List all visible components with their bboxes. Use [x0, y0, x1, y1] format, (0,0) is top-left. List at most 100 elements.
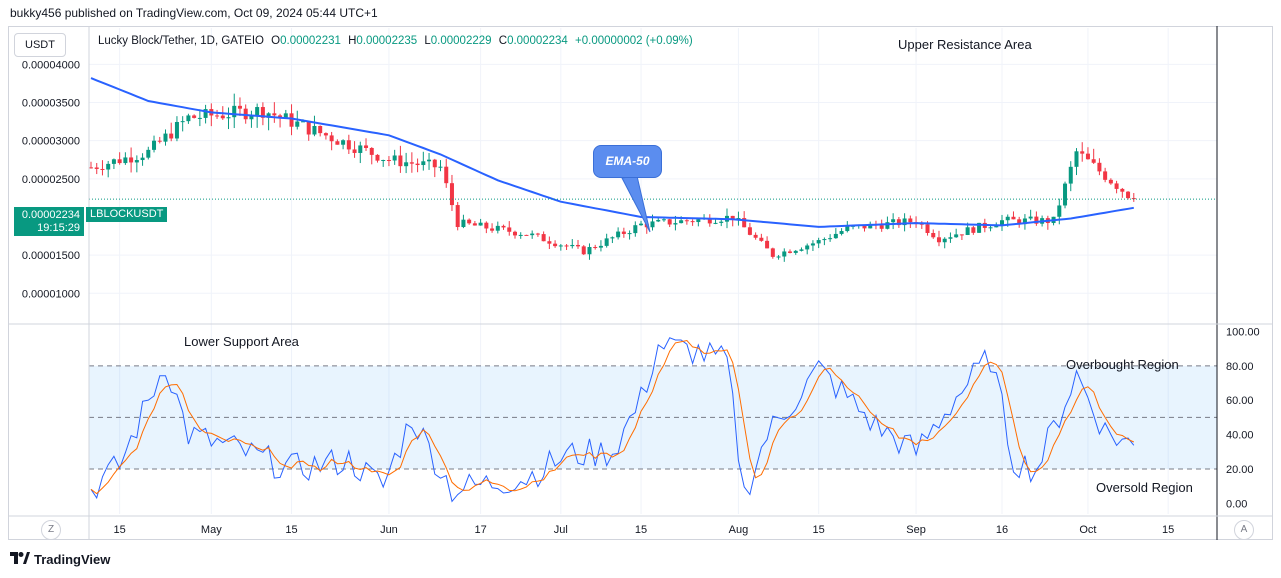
candle-body	[1085, 153, 1090, 160]
candle-body	[862, 224, 867, 229]
time-tick-label: 15	[635, 524, 647, 536]
candle-body	[1080, 151, 1085, 154]
candle-body	[1022, 218, 1027, 225]
candle-body	[203, 109, 208, 118]
candle-body	[879, 225, 884, 229]
time-tick-label: Oct	[1079, 524, 1096, 536]
candle-body	[570, 244, 575, 247]
candle-body	[1017, 219, 1022, 225]
candle-body	[375, 154, 380, 161]
rsi-tick-label: 0.00	[1226, 498, 1247, 510]
candle-body	[409, 162, 414, 164]
candle-body	[896, 219, 901, 226]
timezone-button[interactable]: Z	[41, 520, 61, 540]
candle-body	[111, 159, 116, 164]
legend-open-label: O	[271, 35, 281, 47]
candle-body	[1057, 205, 1062, 217]
candle-body	[518, 234, 523, 236]
time-axis[interactable]: 15 May 15 Jun 17 Jul 15 Aug 15 Sep 16 Oct 15	[114, 524, 1175, 536]
candle-body	[977, 222, 982, 233]
lower-support-label: Lower Support Area	[184, 334, 299, 349]
candle-body	[249, 115, 254, 120]
candle-body	[358, 145, 363, 153]
candle-body	[541, 234, 546, 242]
candle-body	[839, 231, 844, 234]
currency-button[interactable]: USDT	[14, 33, 66, 57]
candle-body	[994, 225, 999, 228]
oversold-label: Oversold Region	[1096, 480, 1193, 495]
candle-body	[232, 105, 237, 118]
candle-body	[753, 234, 758, 238]
candle-body	[300, 121, 306, 123]
candle-body	[627, 233, 632, 235]
candle-body	[146, 149, 151, 158]
candle-body	[845, 226, 850, 232]
candle-body	[931, 232, 936, 238]
candle-body	[759, 237, 764, 241]
time-tick-label: Aug	[729, 524, 749, 536]
candle-body	[295, 121, 300, 127]
candle-body	[679, 220, 684, 224]
price-axis[interactable]: 0.00004000 0.00003500 0.00003000 0.00002500…	[22, 59, 80, 300]
candle-body	[512, 231, 517, 236]
candle-body	[472, 223, 477, 226]
candle-body	[564, 245, 569, 247]
tradingview-brand: TradingView	[34, 552, 111, 567]
candle-body	[833, 233, 838, 239]
candle-body	[1131, 198, 1136, 200]
rsi-tick-label: 100.00	[1226, 326, 1260, 338]
candle-body	[656, 219, 661, 222]
candle-body	[604, 238, 609, 246]
ema50-line	[90, 77, 1134, 228]
candle-body	[690, 221, 695, 223]
candle-body	[828, 238, 833, 240]
last-price-tag: 0.00002234 19:15:29	[14, 207, 84, 236]
legend-low-value: 0.00002229	[430, 35, 492, 47]
candle-body	[329, 135, 334, 142]
candle-body	[192, 115, 197, 118]
tradingview-footer[interactable]: TradingView	[10, 552, 110, 567]
candle-body	[467, 219, 472, 224]
time-tick-label: Jul	[554, 524, 568, 536]
time-tick-label: 15	[1162, 524, 1174, 536]
candle-body	[621, 231, 626, 234]
candle-body	[891, 219, 896, 223]
legend-close-value: 0.00002234	[507, 35, 568, 47]
candle-body	[942, 238, 947, 243]
rsi-ma-line	[90, 339, 1135, 495]
candle-body	[237, 105, 242, 109]
rsi-axis[interactable]: 100.00 80.00 60.00 40.00 20.00 0.00	[1226, 326, 1260, 510]
candle-body	[696, 219, 701, 223]
candle-body	[799, 249, 804, 251]
legend-symbol[interactable]: Lucky Block/Tether, 1D, GATEIO	[98, 35, 264, 47]
candle-body	[742, 218, 747, 228]
candle-body	[639, 223, 644, 226]
candle-body	[1011, 216, 1016, 220]
candle-body	[587, 247, 592, 255]
candle-body	[180, 121, 185, 123]
candle-body	[157, 140, 162, 142]
rsi-tick-label: 80.00	[1226, 361, 1254, 373]
last-price-value: 0.00002234	[21, 209, 80, 221]
candle-body	[1126, 191, 1131, 199]
time-tick-label: 15	[285, 524, 297, 536]
auto-scale-button[interactable]: A	[1234, 520, 1254, 540]
candle-body	[1068, 166, 1073, 184]
price-tick-label: 0.00003000	[22, 136, 80, 148]
price-tick-label: 0.00001000	[22, 288, 80, 300]
time-tick-label: Sep	[906, 524, 926, 536]
candle-body	[805, 245, 810, 250]
candle-body	[432, 159, 437, 168]
candle-body	[616, 231, 621, 238]
candle-body	[919, 223, 924, 225]
candle-body	[364, 145, 369, 148]
ema-callout: EMA-50	[593, 145, 662, 178]
candle-body	[673, 223, 678, 225]
candle-body	[100, 168, 105, 170]
ticker-tag: LBLOCKUSDT	[86, 207, 168, 222]
candle-body	[1108, 179, 1113, 184]
candle-body	[152, 140, 157, 150]
candle-body	[484, 222, 489, 229]
candle-body	[215, 115, 220, 117]
